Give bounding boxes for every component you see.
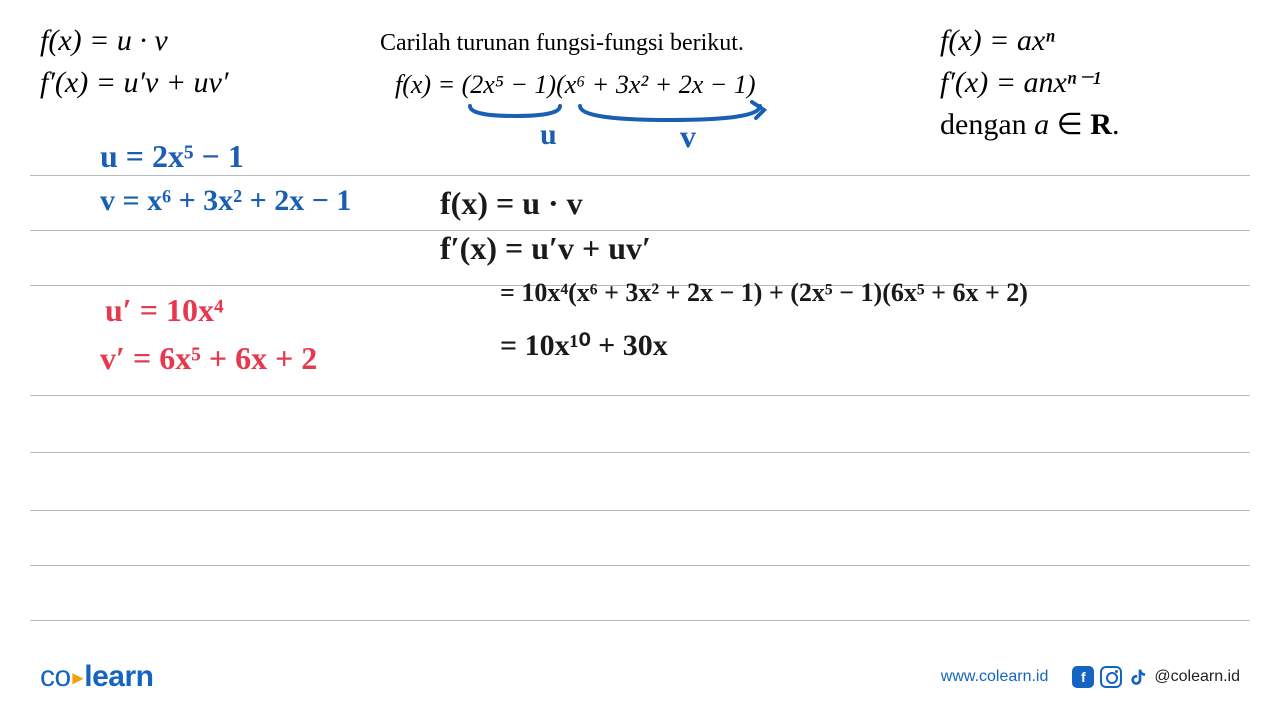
footer-right: www.colearn.id f @colearn.id bbox=[941, 666, 1240, 688]
formula-line: dengan a ∈ R. bbox=[940, 104, 1119, 146]
formula-line: f(x) = axⁿ bbox=[940, 20, 1119, 62]
formula-line: f′(x) = anxⁿ⁻¹ bbox=[940, 62, 1119, 104]
instagram-icon bbox=[1100, 666, 1122, 688]
brace-label-u: u bbox=[540, 118, 557, 152]
ruled-line bbox=[30, 620, 1250, 621]
ruled-line bbox=[30, 452, 1250, 453]
problem-function: f(x) = (2x⁵ − 1)(x⁶ + 3x² + 2x − 1) bbox=[395, 70, 755, 100]
footer-url: www.colearn.id bbox=[941, 668, 1049, 686]
brand-logo: co▸learn bbox=[40, 660, 153, 694]
handwriting-work-line: = 10x¹⁰ + 30x bbox=[500, 328, 668, 363]
brace-annotation bbox=[460, 98, 780, 148]
formula-line: f′(x) = u′v + uv′ bbox=[40, 62, 228, 104]
formula-power-rule: f(x) = axⁿ f′(x) = anxⁿ⁻¹ dengan a ∈ R. bbox=[940, 20, 1119, 146]
logo-part-co: co bbox=[40, 660, 71, 693]
handwriting-work-line: = 10x⁴(x⁶ + 3x² + 2x − 1) + (2x⁵ − 1)(6x… bbox=[500, 278, 1028, 308]
ruled-line bbox=[30, 510, 1250, 511]
social-handle: @colearn.id bbox=[1154, 668, 1240, 686]
handwriting-u-prime: u′ = 10x⁴ bbox=[105, 292, 224, 329]
footer: co▸learn www.colearn.id f @colearn.id bbox=[0, 660, 1280, 694]
handwriting-work-line: f(x) = u · v bbox=[440, 185, 583, 222]
social-icons: f @colearn.id bbox=[1072, 666, 1240, 688]
brace-label-v: v bbox=[680, 118, 696, 155]
ruled-line bbox=[30, 395, 1250, 396]
ruled-line bbox=[30, 565, 1250, 566]
handwriting-v-def: v = x⁶ + 3x² + 2x − 1 bbox=[100, 184, 351, 218]
tiktok-icon bbox=[1128, 667, 1148, 687]
handwriting-u-def: u = 2x⁵ − 1 bbox=[100, 138, 244, 175]
ruled-line bbox=[30, 175, 1250, 176]
logo-part-learn: learn bbox=[84, 660, 153, 693]
canvas: f(x) = u · v f′(x) = u′v + uv′ Carilah t… bbox=[0, 0, 1280, 720]
handwriting-v-prime: v′ = 6x⁵ + 6x + 2 bbox=[100, 340, 317, 377]
formula-product-rule: f(x) = u · v f′(x) = u′v + uv′ bbox=[40, 20, 228, 104]
facebook-icon: f bbox=[1072, 666, 1094, 688]
logo-dot-icon: ▸ bbox=[71, 667, 85, 689]
formula-line: f(x) = u · v bbox=[40, 20, 228, 62]
handwriting-work-line: f′(x) = u′v + uv′ bbox=[440, 230, 651, 267]
problem-title: Carilah turunan fungsi-fungsi berikut. bbox=[380, 30, 744, 57]
